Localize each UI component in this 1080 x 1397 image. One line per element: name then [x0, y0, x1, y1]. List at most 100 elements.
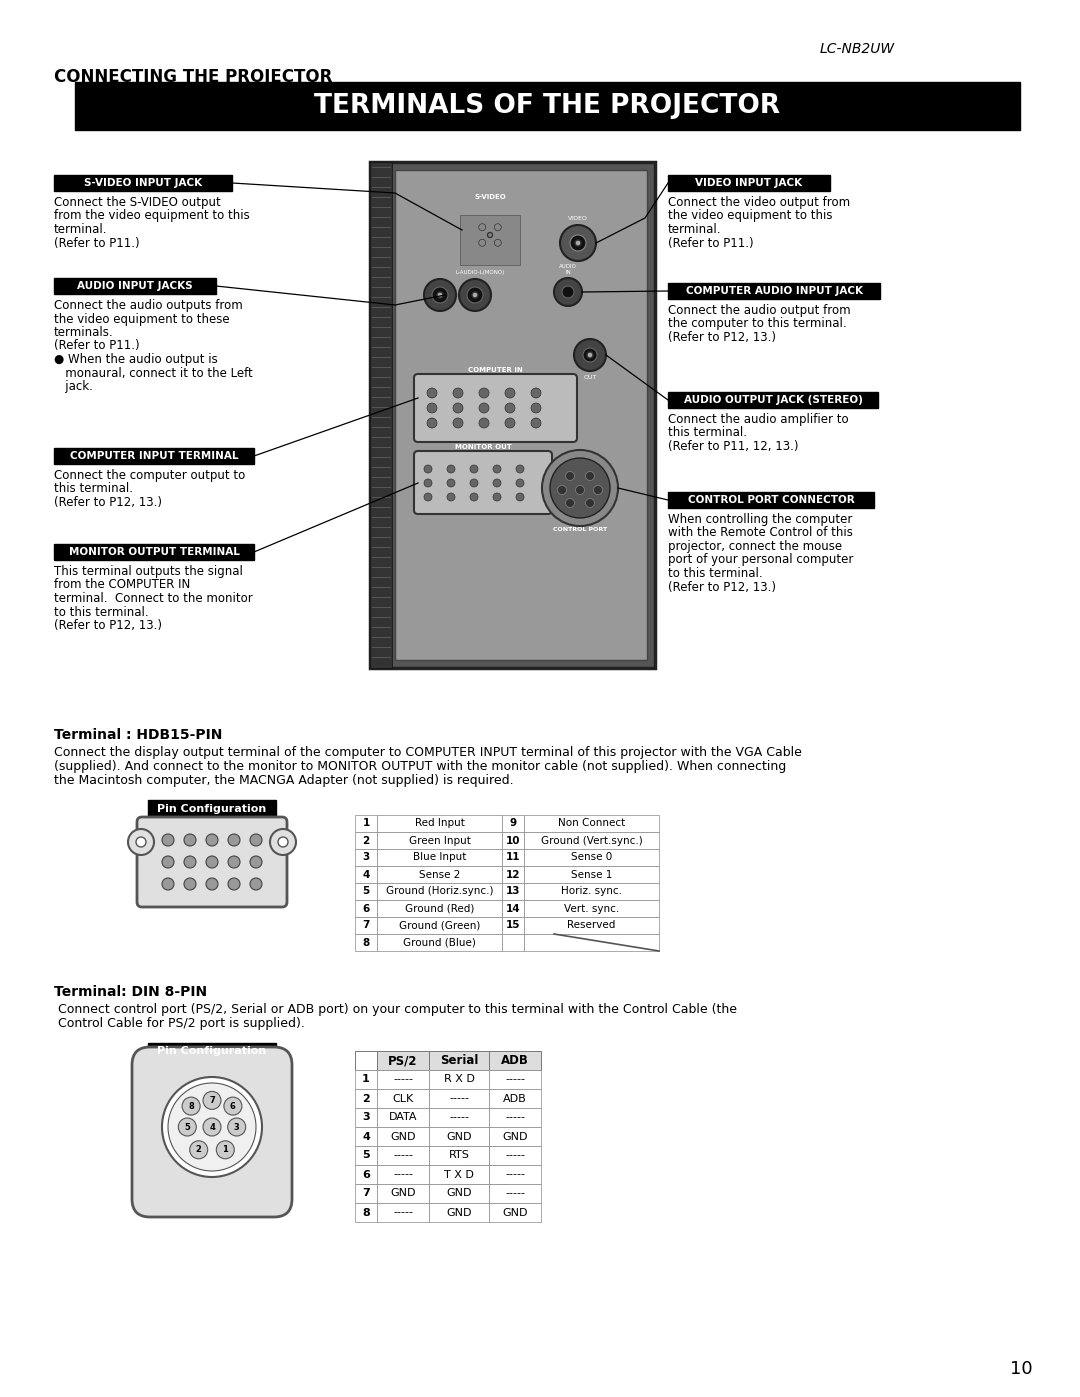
Circle shape: [566, 499, 575, 507]
Text: Reserved: Reserved: [567, 921, 616, 930]
Text: Vert. sync.: Vert. sync.: [564, 904, 619, 914]
Circle shape: [203, 1091, 221, 1109]
Bar: [355, 883, 377, 900]
Bar: [429, 1090, 489, 1108]
Bar: [54, 278, 216, 293]
Text: PS/2: PS/2: [388, 1053, 418, 1067]
Circle shape: [516, 465, 524, 474]
Bar: [502, 866, 524, 883]
Text: -----: -----: [393, 1207, 413, 1218]
Circle shape: [585, 472, 594, 481]
Text: this terminal.: this terminal.: [54, 482, 133, 496]
Circle shape: [206, 877, 218, 890]
Text: Blue Input: Blue Input: [413, 852, 467, 862]
Circle shape: [424, 279, 456, 312]
Circle shape: [585, 499, 594, 507]
Text: -----: -----: [449, 1112, 469, 1123]
Bar: [524, 866, 659, 883]
Text: Horiz. sync.: Horiz. sync.: [561, 887, 622, 897]
Bar: [377, 1127, 429, 1146]
Text: to this terminal.: to this terminal.: [54, 605, 149, 619]
Text: Ground (Red): Ground (Red): [405, 904, 474, 914]
Bar: [429, 1127, 489, 1146]
Text: RTS: RTS: [448, 1151, 470, 1161]
Bar: [524, 814, 659, 833]
Circle shape: [462, 1134, 518, 1190]
Bar: [355, 1051, 377, 1070]
Text: AUDIO OUTPUT JACK (STEREO): AUDIO OUTPUT JACK (STEREO): [684, 395, 863, 405]
Bar: [502, 814, 524, 833]
Circle shape: [453, 402, 463, 414]
Text: 9: 9: [510, 819, 516, 828]
Text: Non Connect: Non Connect: [558, 819, 625, 828]
Bar: [377, 1090, 429, 1108]
Text: from the COMPUTER IN: from the COMPUTER IN: [54, 578, 190, 591]
Circle shape: [495, 224, 501, 231]
Circle shape: [576, 486, 584, 495]
Circle shape: [427, 388, 437, 398]
Text: 4: 4: [362, 869, 369, 880]
Bar: [489, 1203, 541, 1222]
Circle shape: [505, 388, 515, 398]
Text: (Refer to P11.): (Refer to P11.): [54, 236, 139, 250]
Bar: [377, 1108, 429, 1127]
Text: monaural, connect it to the Left: monaural, connect it to the Left: [54, 366, 253, 380]
Bar: [429, 1165, 489, 1185]
Text: -----: -----: [505, 1074, 525, 1084]
Circle shape: [168, 1083, 256, 1171]
Text: 1: 1: [362, 1074, 369, 1084]
Circle shape: [424, 465, 432, 474]
Circle shape: [447, 465, 455, 474]
Circle shape: [542, 450, 618, 527]
Text: Connect the audio amplifier to: Connect the audio amplifier to: [669, 414, 849, 426]
Text: GND: GND: [446, 1207, 472, 1218]
Text: R X D: R X D: [444, 1074, 474, 1084]
Circle shape: [495, 239, 501, 246]
Text: COMPUTER IN: COMPUTER IN: [468, 367, 523, 373]
Text: 14: 14: [505, 904, 521, 914]
Text: CONTROL PORT CONNECTOR: CONTROL PORT CONNECTOR: [688, 495, 854, 504]
Text: 12: 12: [505, 869, 521, 880]
Circle shape: [162, 856, 174, 868]
Bar: [355, 1127, 377, 1146]
Text: 13: 13: [505, 887, 521, 897]
Circle shape: [531, 402, 541, 414]
Circle shape: [557, 486, 567, 495]
Circle shape: [206, 834, 218, 847]
Text: -----: -----: [505, 1151, 525, 1161]
Bar: [502, 833, 524, 849]
Bar: [429, 1108, 489, 1127]
Text: the Macintosh computer, the MACNGA Adapter (not supplied) is required.: the Macintosh computer, the MACNGA Adapt…: [54, 774, 514, 787]
Bar: [377, 1146, 429, 1165]
Bar: [502, 883, 524, 900]
Circle shape: [129, 828, 154, 855]
FancyBboxPatch shape: [414, 451, 552, 514]
Bar: [355, 935, 377, 951]
Circle shape: [136, 837, 146, 847]
Bar: [489, 1185, 541, 1203]
Text: 1: 1: [222, 1146, 228, 1154]
Text: the computer to this terminal.: the computer to this terminal.: [669, 317, 847, 331]
Text: Ground (Horiz.sync.): Ground (Horiz.sync.): [386, 887, 494, 897]
Circle shape: [492, 479, 501, 488]
Text: -----: -----: [449, 1094, 469, 1104]
Circle shape: [453, 418, 463, 427]
Bar: [355, 1203, 377, 1222]
Text: 3: 3: [363, 852, 369, 862]
Text: (Refer to P11, 12, 13.): (Refer to P11, 12, 13.): [669, 440, 798, 453]
Text: S-VIDEO: S-VIDEO: [474, 194, 505, 200]
Text: Red Input: Red Input: [415, 819, 464, 828]
Text: 7: 7: [210, 1095, 215, 1105]
Text: T X D: T X D: [444, 1169, 474, 1179]
Circle shape: [249, 856, 262, 868]
Bar: [377, 1051, 429, 1070]
Text: 7: 7: [362, 1189, 369, 1199]
Bar: [489, 1127, 541, 1146]
Circle shape: [447, 493, 455, 502]
Text: port of your personal computer: port of your personal computer: [669, 553, 853, 567]
Text: to this terminal.: to this terminal.: [669, 567, 762, 580]
Text: GND: GND: [502, 1207, 528, 1218]
Text: (Refer to P12, 13.): (Refer to P12, 13.): [669, 581, 777, 594]
Bar: [355, 900, 377, 916]
Bar: [669, 492, 874, 509]
